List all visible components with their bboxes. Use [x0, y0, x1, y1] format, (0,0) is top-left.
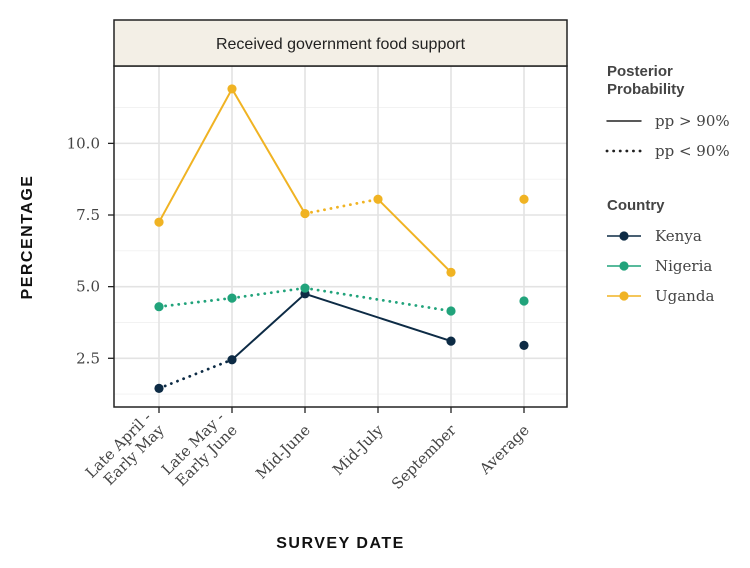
y-tick-label: 2.5	[76, 349, 100, 367]
series-line-segment	[157, 358, 234, 390]
data-point	[227, 84, 237, 94]
y-axis: 2.5 5.0 7.5 10.0	[67, 134, 114, 367]
data-point	[519, 340, 529, 350]
panel-strip	[113, 19, 568, 67]
data-point	[300, 283, 310, 293]
panel-title: Received government food support	[216, 36, 466, 53]
legend: Posterior Probability pp > 90% pp < 90% Coun…	[605, 63, 730, 305]
y-tick-label: 5.0	[76, 278, 100, 296]
y-tick-label: 7.5	[76, 206, 100, 224]
series-line-segment	[377, 198, 452, 274]
legend-key-point	[619, 261, 629, 271]
data-point	[373, 194, 383, 204]
legend-label-kenya: Kenya	[655, 227, 702, 245]
series-uganda	[154, 84, 529, 277]
series-layer	[154, 84, 529, 393]
data-point	[154, 217, 164, 227]
legend-label-uganda: Uganda	[655, 287, 714, 305]
data-point	[300, 208, 310, 219]
legend-title-country: Country	[607, 197, 665, 214]
y-tick-label: 10.0	[67, 134, 100, 152]
x-tick-label: Mid-July	[329, 421, 387, 479]
data-point	[154, 302, 164, 312]
legend-label: pp < 90%	[655, 142, 730, 160]
data-point	[227, 293, 237, 303]
data-point	[154, 383, 164, 393]
grid-lines	[114, 66, 567, 407]
data-point	[446, 267, 456, 277]
series-line-segment	[158, 87, 233, 224]
series-line-segment	[157, 296, 234, 309]
data-point	[446, 336, 456, 346]
legend-label-nigeria: Nigeria	[655, 257, 712, 275]
legend-title-posterior: Posterior Probability	[607, 63, 685, 98]
legend-label: pp > 90%	[655, 112, 730, 130]
series-line-segment	[231, 292, 306, 361]
data-point	[446, 306, 456, 316]
series-line-segment	[231, 87, 306, 215]
x-tick-label: Average	[475, 421, 532, 478]
data-point	[227, 355, 237, 365]
series-line-segment	[230, 286, 307, 300]
x-axis-title: SURVEY DATE	[276, 535, 405, 552]
series-kenya	[154, 289, 529, 393]
x-tick-label: Mid-June	[252, 421, 314, 483]
data-point	[519, 296, 529, 306]
data-point	[519, 194, 529, 204]
series-nigeria	[154, 283, 529, 316]
series-line-segment	[303, 197, 380, 215]
legend-key-point	[619, 231, 629, 241]
series-line-segment	[304, 292, 452, 343]
series-line-segment	[303, 286, 453, 313]
x-tick-label: Late April -Early May	[82, 408, 168, 494]
x-tick-label: September	[388, 421, 460, 493]
x-tick-label: Late May -Early June	[158, 408, 241, 491]
y-axis-title: PERCENTAGE	[19, 175, 36, 300]
legend-key-point	[619, 291, 629, 301]
panel-border	[113, 65, 568, 408]
